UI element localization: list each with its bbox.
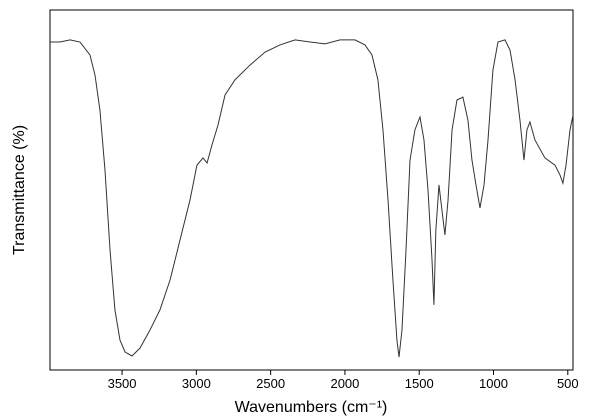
plot-frame (49, 9, 574, 371)
y-axis-label: Transmittance (%) (11, 125, 28, 255)
x-tick-label: 3500 (108, 376, 137, 391)
x-tick-label: 2500 (256, 376, 285, 391)
x-tick-label: 1000 (479, 376, 508, 391)
x-tick-label: 2000 (330, 376, 359, 391)
x-tick-label: 3000 (182, 376, 211, 391)
x-axis-label: Wavenumbers (cm⁻¹) (235, 399, 388, 416)
x-tick-label: 1500 (405, 376, 434, 391)
x-tick-label: 500 (557, 376, 579, 391)
spectrum-line (50, 39, 574, 358)
